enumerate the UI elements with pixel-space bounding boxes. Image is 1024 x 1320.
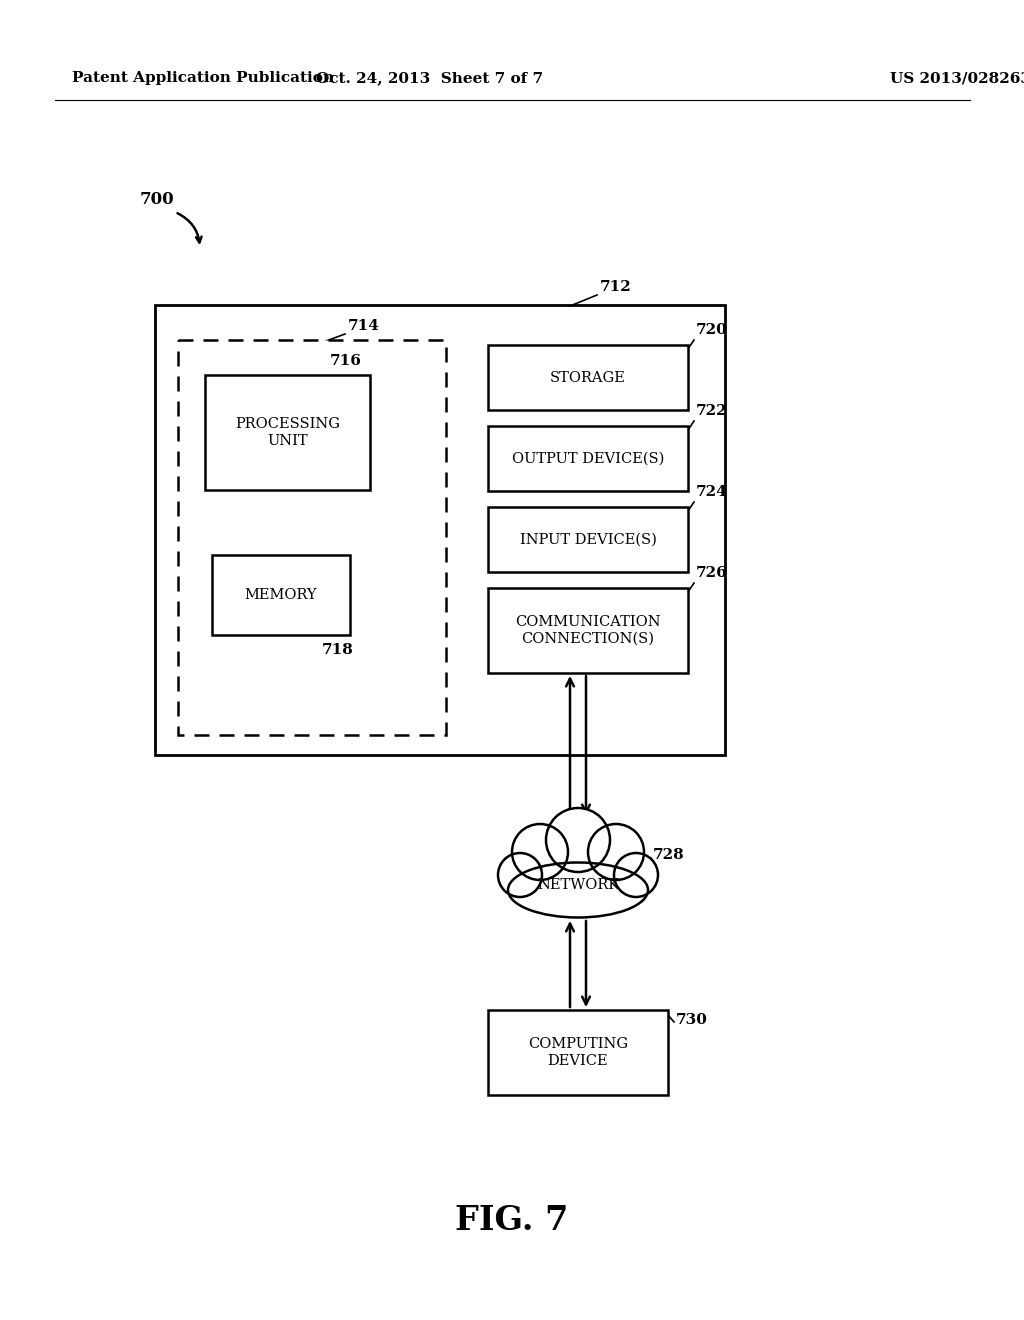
Bar: [488, 345, 688, 411]
Bar: [488, 1010, 668, 1096]
Text: 718: 718: [322, 643, 354, 657]
Text: OUTPUT DEVICE(S): OUTPUT DEVICE(S): [512, 451, 665, 466]
Ellipse shape: [512, 824, 568, 880]
Bar: [488, 426, 688, 491]
Text: 726: 726: [696, 566, 728, 579]
Bar: [212, 554, 350, 635]
Text: Patent Application Publication: Patent Application Publication: [72, 71, 334, 84]
Text: 700: 700: [140, 191, 175, 209]
Text: 724: 724: [696, 484, 728, 499]
Text: 728: 728: [653, 847, 685, 862]
Bar: [488, 587, 688, 673]
Ellipse shape: [614, 853, 658, 898]
Text: FIG. 7: FIG. 7: [456, 1204, 568, 1237]
Bar: [178, 341, 446, 735]
Bar: [155, 305, 725, 755]
Text: COMMUNICATION
CONNECTION(S): COMMUNICATION CONNECTION(S): [515, 615, 660, 645]
Text: 730: 730: [676, 1012, 708, 1027]
Ellipse shape: [508, 862, 648, 917]
Text: US 2013/0282631 A1: US 2013/0282631 A1: [890, 71, 1024, 84]
Text: PROCESSING
UNIT: PROCESSING UNIT: [234, 417, 340, 447]
Text: STORAGE: STORAGE: [550, 371, 626, 384]
Ellipse shape: [588, 824, 644, 880]
Text: COMPUTING
DEVICE: COMPUTING DEVICE: [528, 1038, 628, 1068]
Ellipse shape: [498, 853, 542, 898]
Text: 722: 722: [696, 404, 728, 418]
Ellipse shape: [546, 808, 610, 873]
Text: MEMORY: MEMORY: [245, 587, 317, 602]
Text: 716: 716: [330, 354, 361, 368]
Text: Oct. 24, 2013  Sheet 7 of 7: Oct. 24, 2013 Sheet 7 of 7: [316, 71, 544, 84]
Text: 714: 714: [348, 319, 380, 333]
Text: 720: 720: [696, 323, 728, 337]
Text: NETWORK: NETWORK: [537, 878, 620, 892]
Text: 712: 712: [600, 280, 632, 294]
Bar: [488, 507, 688, 572]
Bar: [205, 375, 370, 490]
Text: INPUT DEVICE(S): INPUT DEVICE(S): [519, 532, 656, 546]
